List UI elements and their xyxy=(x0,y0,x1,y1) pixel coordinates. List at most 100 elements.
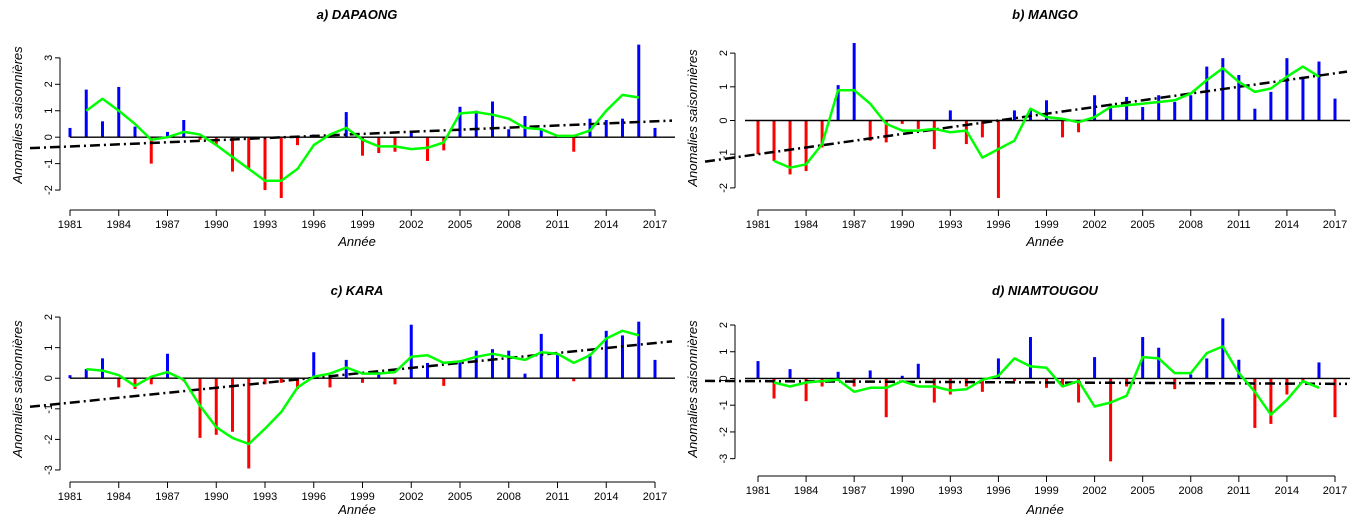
bar-positive xyxy=(84,369,88,379)
bar-positive xyxy=(312,352,316,379)
bar-positive xyxy=(1269,91,1273,121)
bar-positive xyxy=(1189,374,1193,379)
bar-positive xyxy=(1317,362,1321,379)
bar-negative xyxy=(149,378,153,385)
y-tick-label: 0 xyxy=(43,375,55,381)
bar-positive xyxy=(539,333,543,379)
bar-negative xyxy=(772,378,776,399)
bar-positive xyxy=(1141,107,1145,121)
bar-positive xyxy=(637,44,641,138)
bar-positive xyxy=(1237,359,1241,379)
x-tick-label: 2011 xyxy=(546,491,570,503)
y-tick-label: -1 xyxy=(718,400,730,410)
y-tick-label: 2 xyxy=(43,314,55,320)
bar-negative xyxy=(1077,120,1081,133)
bar-positive xyxy=(507,350,511,379)
bar-positive xyxy=(166,131,169,138)
x-tick-label: 2008 xyxy=(497,219,521,231)
bar-positive xyxy=(621,335,624,379)
plot-area: -3 -2 -1 0 1 2 1981 1984 1987 1990 1993 1996 1999 200… xyxy=(704,318,1350,497)
y-tick-label: -3 xyxy=(43,465,55,475)
bar-negative xyxy=(980,378,984,392)
bar-positive xyxy=(1093,357,1097,379)
bar-positive xyxy=(523,373,527,379)
bar-negative xyxy=(980,120,984,138)
smooth-line xyxy=(85,93,639,183)
chart-svg-mango: b) MANGO Année Anomalies saisonnières -2… xyxy=(685,7,1350,249)
bar-positive xyxy=(1125,96,1129,121)
bar-positive xyxy=(948,110,952,121)
bar-negative xyxy=(198,378,202,438)
bar-negative xyxy=(996,120,1000,198)
x-tick-label: 1990 xyxy=(204,491,228,503)
panel-mango: b) MANGO Année Anomalies saisonnières -2… xyxy=(675,0,1350,258)
x-tick-label: 2011 xyxy=(546,219,570,231)
bar-positive xyxy=(1028,108,1032,121)
bar-positive xyxy=(756,361,760,379)
x-tick-label: 1999 xyxy=(350,219,374,231)
x-tick-label: 1993 xyxy=(253,491,277,503)
x-tick-label: 2002 xyxy=(399,491,423,503)
bar-negative xyxy=(279,378,283,383)
x-tick-label: 1996 xyxy=(986,219,1010,231)
bar-positive xyxy=(377,372,381,379)
bar-negative xyxy=(804,120,808,172)
bar-positive xyxy=(836,85,840,121)
x-tick-label: 1984 xyxy=(794,485,818,497)
bar-negative xyxy=(328,378,332,388)
bar-positive xyxy=(788,369,792,379)
bar-positive xyxy=(409,324,413,379)
bar-negative xyxy=(361,378,364,383)
bar-positive xyxy=(604,330,608,379)
bar-negative xyxy=(247,378,251,469)
bar-positive xyxy=(852,43,856,121)
x-tick-label: 1999 xyxy=(1034,485,1058,497)
bar-negative xyxy=(572,137,576,152)
bar-negative xyxy=(1077,378,1081,403)
bar-positive xyxy=(868,370,872,379)
bar-positive xyxy=(900,375,904,379)
bar-negative xyxy=(279,137,283,198)
bar-positive xyxy=(491,101,494,138)
plot-area: -2 -1 0 1 2 3 1981 1984 1987 1990 1993 1996 1999 2002… xyxy=(29,44,675,231)
x-tick-label: 2014 xyxy=(1275,219,1299,231)
bar-negative xyxy=(572,378,576,382)
x-axis-label: Année xyxy=(1025,502,1064,517)
bar-positive xyxy=(1045,100,1048,121)
x-tick-label: 1987 xyxy=(155,219,179,231)
x-tick-label: 1996 xyxy=(986,485,1010,497)
bar-positive xyxy=(996,358,1000,379)
bar-positive xyxy=(1157,95,1161,121)
bar-positive xyxy=(604,120,608,138)
y-tick-label: -2 xyxy=(43,435,55,445)
x-tick-label: 2011 xyxy=(1227,485,1251,497)
x-tick-label: 1981 xyxy=(746,219,770,231)
y-tick-label: 0 xyxy=(718,117,730,123)
bar-positive xyxy=(68,127,72,138)
bar-positive xyxy=(1028,337,1032,379)
smooth-line xyxy=(773,345,1320,416)
y-tick-label: -1 xyxy=(43,159,55,169)
bar-positive xyxy=(1205,66,1209,121)
x-tick-label: 1990 xyxy=(890,219,914,231)
bar-negative xyxy=(1061,378,1065,387)
bar-positive xyxy=(1333,98,1337,121)
panel-niamtougou: d) NIAMTOUGOU Année Anomalies saisonnièr… xyxy=(675,262,1350,517)
bar-negative xyxy=(263,378,267,385)
x-tick-label: 2017 xyxy=(1323,485,1347,497)
chart-title: d) NIAMTOUGOU xyxy=(992,283,1099,298)
x-tick-label: 1981 xyxy=(58,491,82,503)
bar-negative xyxy=(916,120,920,129)
x-tick-label: 1984 xyxy=(794,219,818,231)
plot-area: -2 -1 0 1 2 1981 1984 1987 1990 1993 1996 1999 2002 2… xyxy=(704,43,1350,231)
bar-positive xyxy=(458,106,462,138)
bar-positive xyxy=(1109,103,1113,121)
panel-kara: c) KARA Année Anomalies saisonnières -3-… xyxy=(0,262,675,517)
bar-positive xyxy=(1173,101,1177,121)
bar-negative xyxy=(1333,378,1337,418)
y-tick-label: 0 xyxy=(718,375,730,381)
bar-positive xyxy=(68,375,72,379)
trend-line xyxy=(29,119,673,150)
x-tick-label: 1993 xyxy=(253,219,277,231)
y-tick-label: -2 xyxy=(43,185,55,195)
